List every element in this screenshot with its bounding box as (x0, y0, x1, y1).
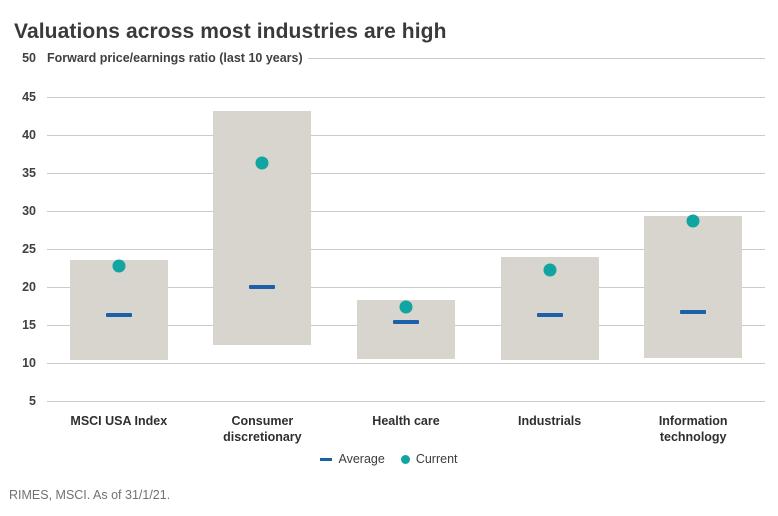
y-tick-label-top: 50 (22, 51, 36, 65)
x-category-label: Industrials (517, 414, 582, 428)
y-tick-label: 30 (22, 203, 36, 218)
legend-item-current: Current (400, 452, 458, 466)
grid-line (47, 287, 765, 288)
average-marker (105, 313, 132, 318)
grid-line (47, 134, 765, 136)
y-tick-label: 20 (22, 280, 36, 294)
page-title: Valuations across most industries are hi… (14, 20, 447, 44)
grid-line (47, 96, 765, 98)
current-marker (543, 263, 557, 277)
y-tick-label: 10 (22, 355, 36, 370)
y-tick-label: 35 (22, 166, 36, 180)
x-category-label: Health care (372, 414, 440, 428)
average-marker (536, 313, 563, 318)
grid-line (47, 362, 765, 364)
range-bar (69, 259, 168, 360)
current-marker (686, 214, 700, 228)
chart-header: 50 Forward price/earnings ratio (last 10… (8, 50, 765, 66)
chart-subtitle: Forward price/earnings ratio (last 10 ye… (47, 51, 303, 65)
average-marker (249, 285, 276, 289)
legend-item-average: Average (320, 452, 385, 466)
average-marker (680, 310, 707, 315)
top-gridline (307, 57, 765, 59)
y-tick-label: 15 (22, 318, 36, 332)
grid-line (47, 173, 765, 174)
current-legend-label: Current (415, 452, 458, 466)
current-marker (112, 259, 126, 273)
source-note: RIMES, MSCI. As of 31/1/21. (9, 488, 171, 502)
y-tick-label: 45 (22, 89, 36, 104)
chart-legend: Average Current (0, 452, 778, 466)
range-bar (213, 111, 312, 345)
y-tick-label: 5 (29, 394, 36, 408)
current-marker (255, 156, 269, 170)
plot-area: 45 40 35 30 25 20 15 10 5 MSCI USA Index Consumer … (22, 59, 765, 444)
grid-line (47, 210, 765, 212)
x-category-label: Information technology (658, 414, 728, 445)
current-marker (399, 300, 413, 314)
x-category-label: MSCI USA Index (70, 414, 168, 428)
y-tick-label: 25 (22, 242, 36, 256)
range-bar (644, 216, 743, 359)
grid-line (47, 249, 765, 250)
average-legend-swatch (320, 457, 333, 461)
average-marker (393, 319, 419, 324)
grid-line (47, 401, 765, 402)
current-legend-swatch (400, 454, 410, 464)
y-tick-label: 40 (22, 127, 36, 142)
x-category-label: Consumer discretionary (223, 414, 302, 445)
average-legend-label: Average (338, 452, 385, 466)
